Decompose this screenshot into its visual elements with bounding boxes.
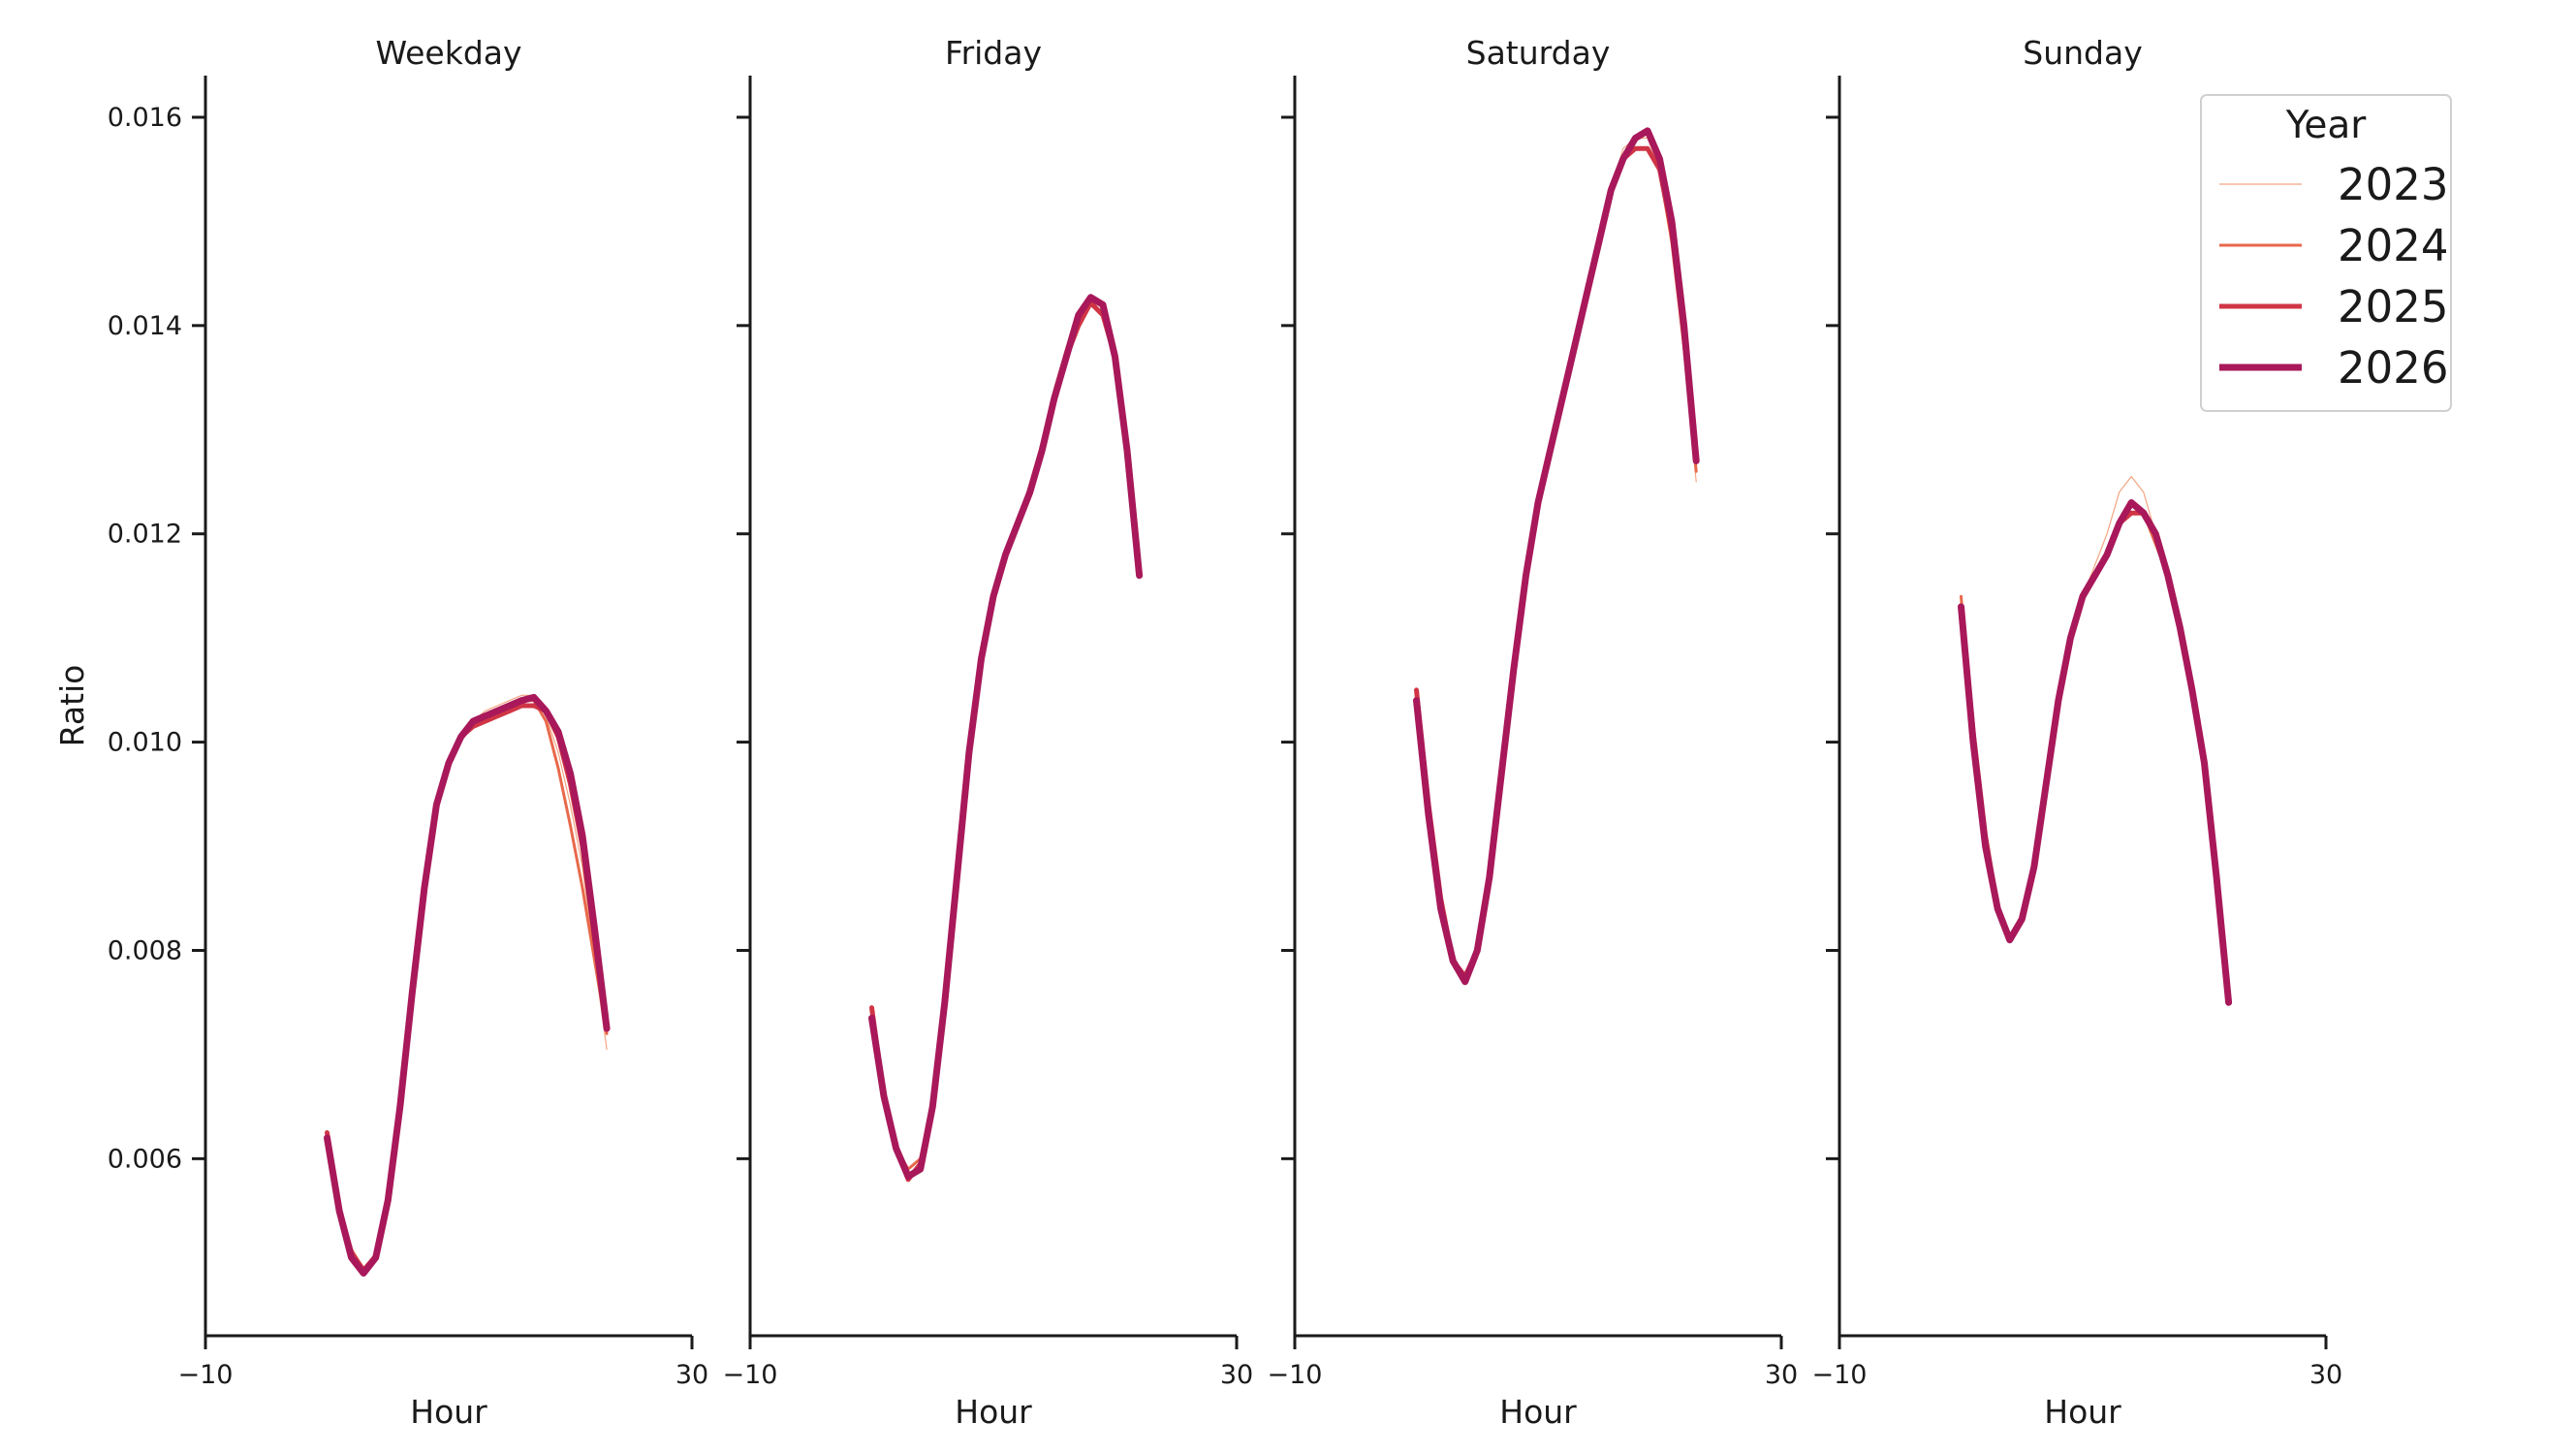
panel-title: Saturday bbox=[1466, 34, 1611, 72]
x-tick-label: −10 bbox=[1268, 1360, 1323, 1390]
series-line-2025 bbox=[869, 300, 1143, 1183]
legend-label-2024: 2024 bbox=[2338, 220, 2449, 271]
panel-weekday: Weekday 0.006 0.008 0.010 0.012 0.014 0.016 −10… bbox=[108, 34, 708, 1431]
chart-panels: Weekday 0.006 0.008 0.010 0.012 0.014 0.016 −10… bbox=[108, 34, 2342, 1431]
x-tick-label: −10 bbox=[178, 1360, 234, 1390]
series-line-2024 bbox=[1960, 511, 2231, 1004]
panel-sunday: Sunday −10 30 Hour bbox=[1812, 34, 2343, 1431]
x-axis-label: Hour bbox=[2044, 1393, 2121, 1431]
panel-saturday: Saturday −10 30 Hour bbox=[1268, 34, 1799, 1431]
y-tick-label: 0.010 bbox=[108, 728, 182, 758]
x-tick-label: 30 bbox=[1765, 1360, 1798, 1390]
legend-frame bbox=[2200, 94, 2452, 412]
legend-label-2025: 2025 bbox=[2338, 281, 2449, 332]
series-line-2023 bbox=[1415, 137, 1697, 983]
series-line-2026 bbox=[1413, 127, 1700, 986]
series-line-2023 bbox=[326, 694, 608, 1269]
panel-friday: Friday −10 30 Hour bbox=[723, 34, 1254, 1431]
x-axis-label: Hour bbox=[955, 1393, 1032, 1431]
x-tick-label: 30 bbox=[1220, 1360, 1253, 1390]
legend-title: Year bbox=[2285, 104, 2368, 147]
series-line-2026 bbox=[1958, 499, 2233, 1006]
y-tick-label: 0.016 bbox=[108, 103, 182, 133]
x-tick-label: 30 bbox=[2309, 1360, 2342, 1390]
x-tick-label: 30 bbox=[675, 1360, 708, 1390]
legend: Year 2023 2024 2025 2026 bbox=[2200, 94, 2452, 412]
panel-title: Friday bbox=[945, 34, 1042, 72]
y-tick-label: 0.006 bbox=[108, 1144, 182, 1174]
x-axis-label: Hour bbox=[410, 1393, 487, 1431]
legend-label-2023: 2023 bbox=[2338, 159, 2449, 210]
panel-title: Sunday bbox=[2023, 34, 2142, 72]
x-axis-label: Hour bbox=[1499, 1393, 1577, 1431]
legend-label-2026: 2026 bbox=[2338, 342, 2449, 394]
series-line-2025 bbox=[1959, 510, 2232, 1005]
y-tick-label: 0.014 bbox=[108, 311, 182, 341]
series-line-2025 bbox=[325, 703, 610, 1273]
y-tick-label: 0.012 bbox=[108, 520, 182, 550]
x-tick-label: −10 bbox=[1812, 1360, 1868, 1390]
series-line-2026 bbox=[324, 693, 611, 1277]
series-line-2024 bbox=[326, 699, 609, 1275]
y-axis-label: Ratio bbox=[53, 665, 91, 747]
series-line-2024 bbox=[870, 302, 1142, 1171]
series-line-2026 bbox=[868, 294, 1144, 1181]
panel-title: Weekday bbox=[375, 34, 521, 72]
y-tick-label: 0.008 bbox=[108, 935, 182, 965]
x-tick-label: −10 bbox=[723, 1360, 778, 1390]
series-line-2025 bbox=[1414, 145, 1699, 979]
series-line-2023 bbox=[870, 303, 1141, 1170]
series-line-2024 bbox=[1415, 146, 1698, 984]
